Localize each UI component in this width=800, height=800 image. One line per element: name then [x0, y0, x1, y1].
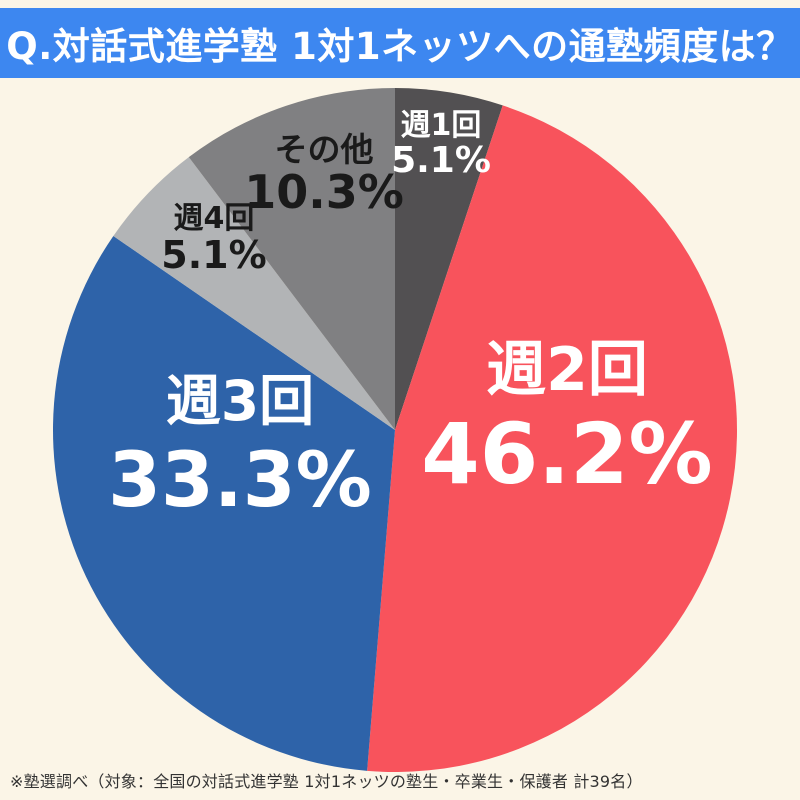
pie-slice-3: [113, 157, 395, 430]
question-title: Q.対話式進学塾 1対1ネッツへの通塾頻度は？: [6, 25, 794, 68]
survey-source-note: ※塾選調べ（対象：全国の対話式進学塾 1対1ネッツの塾生・卒業生・保護者 計39…: [10, 772, 643, 791]
pie-slice-4: [188, 88, 395, 430]
pie-slice-1: [367, 105, 738, 773]
pie-slice-0: [395, 88, 503, 430]
pie-slice-2: [52, 235, 396, 771]
question-header: Q.対話式進学塾 1対1ネッツへの通塾頻度は？: [0, 8, 800, 78]
